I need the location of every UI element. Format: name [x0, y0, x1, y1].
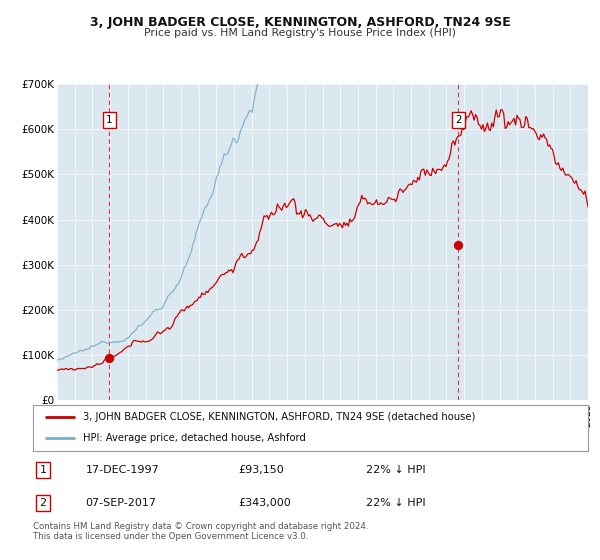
Text: 2: 2 [40, 498, 47, 508]
Text: 3, JOHN BADGER CLOSE, KENNINGTON, ASHFORD, TN24 9SE (detached house): 3, JOHN BADGER CLOSE, KENNINGTON, ASHFOR… [83, 412, 475, 422]
Text: £343,000: £343,000 [238, 498, 291, 508]
Text: 22% ↓ HPI: 22% ↓ HPI [366, 465, 425, 475]
Text: 2: 2 [455, 115, 462, 125]
Text: 17-DEC-1997: 17-DEC-1997 [86, 465, 160, 475]
Text: 1: 1 [40, 465, 46, 475]
Text: 07-SEP-2017: 07-SEP-2017 [86, 498, 157, 508]
Point [454, 241, 463, 250]
Text: £93,150: £93,150 [238, 465, 284, 475]
Text: 22% ↓ HPI: 22% ↓ HPI [366, 498, 425, 508]
Text: HPI: Average price, detached house, Ashford: HPI: Average price, detached house, Ashf… [83, 433, 306, 444]
Point [104, 354, 114, 363]
Text: 3, JOHN BADGER CLOSE, KENNINGTON, ASHFORD, TN24 9SE: 3, JOHN BADGER CLOSE, KENNINGTON, ASHFOR… [89, 16, 511, 29]
Text: Contains HM Land Registry data © Crown copyright and database right 2024.
This d: Contains HM Land Registry data © Crown c… [33, 522, 368, 542]
Text: 1: 1 [106, 115, 113, 125]
Text: Price paid vs. HM Land Registry's House Price Index (HPI): Price paid vs. HM Land Registry's House … [144, 28, 456, 38]
